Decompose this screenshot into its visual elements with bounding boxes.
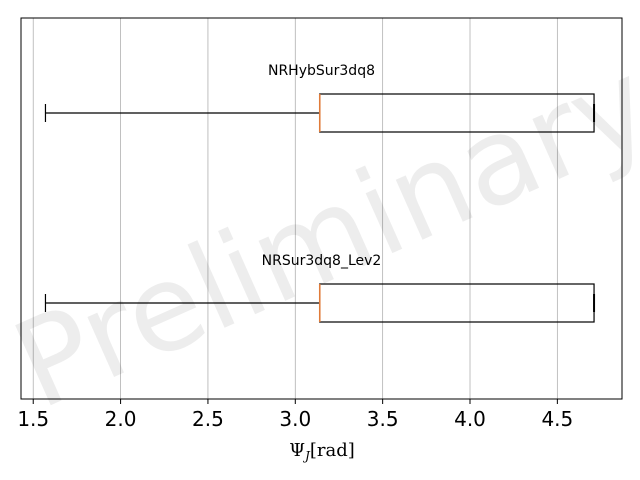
x-tick-label: 4.0 [454,407,486,431]
box-label: NRSur3dq8_Lev2 [262,253,382,269]
x-tick-label: 3.5 [367,407,399,431]
axes-frame [20,17,623,400]
x-axis-label: ΨJ[rad] [289,440,355,463]
x-tick-label: 2.5 [192,407,224,431]
x-tick-label: 2.0 [105,407,137,431]
box-1: NRHybSur3dq8 [44,63,596,133]
x-tick-label: 3.0 [279,407,311,431]
box-2: NRSur3dq8_Lev2 [44,253,596,323]
x-tick-label: 4.5 [541,407,573,431]
grid-lines [32,18,558,399]
box-label: NRHybSur3dq8 [268,63,375,79]
boxes: NRHybSur3dq8 NRSur3dq8_Lev2 [44,63,596,323]
x-tick-label: 1.5 [17,407,49,431]
x-ticks: 1.5 2.0 2.5 3.0 3.5 4.0 4.5 [17,399,573,431]
